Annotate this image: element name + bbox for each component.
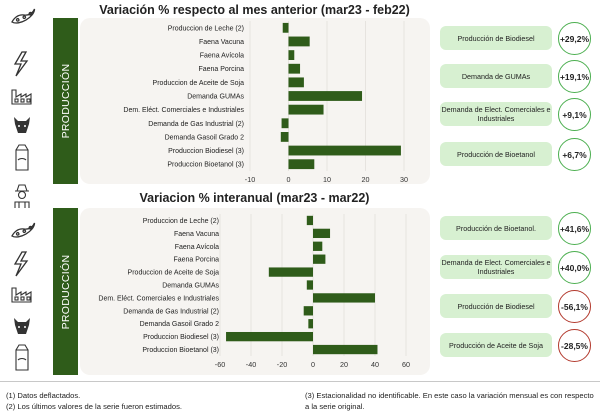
- chart-title: Variación % respecto al mes anterior (ma…: [99, 3, 410, 17]
- x-tick-label: -20: [277, 360, 287, 369]
- section-label: PRODUCCIÓN: [59, 254, 72, 329]
- category-label: Produccion de Aceite de Soja: [153, 80, 245, 87]
- section-label-bar: PRODUCCIÓN: [53, 18, 78, 184]
- bar: [288, 50, 295, 60]
- category-label: Faena Avícola: [175, 244, 219, 251]
- category-label: Produccion Bioetanol (3): [142, 347, 219, 354]
- bar: [288, 159, 315, 170]
- bar-chart-yearly: -60 -40 -20 0 20 40 60 Produccion de Leche (2) F…: [98, 214, 410, 369]
- category-label: Produccion de Aceite de Soja: [128, 270, 220, 277]
- highlight-card: Producción de Bioetanol.: [440, 216, 552, 240]
- x-tick-label: -60: [215, 360, 225, 369]
- category-label: Produccion Biodiesel (3): [143, 334, 219, 341]
- x-tick-label: -10: [245, 175, 255, 184]
- bar: [281, 118, 289, 129]
- category-label: Demanda de Gas Industrial (2): [123, 308, 219, 315]
- cow-icon: [14, 318, 30, 334]
- x-tick-label: -40: [246, 360, 256, 369]
- highlight-value-badge: -28,5%: [558, 329, 591, 362]
- category-label: Dem. Eléct. Comerciales e Industriales: [98, 295, 219, 302]
- x-tick-label: 60: [402, 360, 410, 369]
- chart-title: Variacion % interanual (mar23 - mar22): [139, 191, 370, 205]
- category-label: Demanda Gasoil Grado 2: [165, 134, 244, 141]
- category-label: Dem. Eléct. Comerciales e Industriales: [123, 107, 244, 114]
- farmer-icon: [14, 184, 30, 208]
- category-label: Produccion Biodiesel (3): [168, 148, 244, 155]
- bar: [280, 132, 289, 142]
- category-label: Faena Porcina: [198, 66, 244, 73]
- bar: [288, 63, 301, 74]
- bar: [288, 91, 363, 101]
- bar-chart-monthly: -10 0 10 20 30 Produccion de Leche (2) Faena V…: [123, 21, 408, 184]
- milk-carton-icon: [15, 144, 29, 171]
- bar: [313, 254, 326, 264]
- category-label: Faena Porcina: [173, 257, 219, 264]
- factory-icon: [11, 287, 32, 303]
- x-tick-label: 0: [287, 175, 291, 184]
- bar: [288, 77, 304, 88]
- highlight-card: Producción de Aceite de Soja: [440, 333, 552, 357]
- bar: [303, 306, 313, 316]
- footnote-1: (1) Datos deflactados.: [6, 391, 81, 400]
- category-label: Demanda GUMAs: [162, 283, 219, 290]
- category-label: Demanda Gasoil Grado 2: [140, 321, 219, 328]
- x-tick-label: 40: [371, 360, 379, 369]
- highlight-card: Demanda de Elect. Comerciales e Industri…: [440, 102, 552, 126]
- milk-carton-icon: [15, 344, 29, 371]
- highlight-card: Producción de Bioetanol: [440, 142, 552, 166]
- category-label: Faena Avícola: [200, 53, 244, 60]
- highlight-value-badge: -56,1%: [558, 290, 591, 323]
- lightning-icon: [13, 51, 29, 77]
- x-tick-label: 30: [400, 175, 408, 184]
- footnote-3: (3) Estacionalidad no identificable. En …: [305, 391, 594, 411]
- bar: [226, 331, 313, 342]
- bar: [306, 280, 313, 290]
- section-label-bar: PRODUCCIÓN: [53, 208, 78, 375]
- bar: [313, 228, 331, 239]
- category-label: Faena Vacuna: [174, 231, 219, 238]
- factory-icon: [11, 89, 32, 105]
- highlight-card: Producción de Biodiesel: [440, 294, 552, 318]
- bar: [288, 145, 401, 156]
- bar: [282, 22, 289, 33]
- bar: [313, 241, 323, 251]
- cow-icon: [14, 117, 30, 133]
- category-label: Demanda de Gas Industrial (2): [148, 121, 244, 128]
- bar: [288, 36, 310, 47]
- highlight-card: Demanda de Elect. Comerciales e Industri…: [440, 255, 552, 279]
- category-label: Produccion de Leche (2): [168, 25, 244, 32]
- footnote-2: (2) Los últimos valores de la serie fuer…: [6, 402, 183, 411]
- highlight-card: Producción de Biodiesel: [440, 26, 552, 50]
- bar: [268, 267, 313, 277]
- highlight-value-badge: +6,7%: [558, 138, 591, 171]
- category-label: Faena Vacuna: [199, 39, 244, 46]
- highlight-value-badge: +9,1%: [558, 98, 591, 131]
- x-tick-label: 20: [362, 175, 370, 184]
- highlight-card: Demanda de GUMAs: [440, 64, 552, 88]
- x-tick-label: 20: [340, 360, 348, 369]
- bar: [306, 215, 313, 226]
- section-label: PRODUCCIÓN: [59, 63, 72, 139]
- category-label: Produccion Bioetanol (3): [167, 162, 244, 169]
- lightning-icon: [13, 251, 29, 277]
- bar: [308, 319, 313, 329]
- left-icon-column: [0, 0, 46, 380]
- x-tick-label: 10: [323, 175, 331, 184]
- highlight-value-badge: +19,1%: [558, 60, 591, 93]
- soybean-icon: [11, 8, 36, 24]
- bar: [288, 104, 324, 115]
- footer-divider: [0, 381, 600, 382]
- bar: [313, 344, 378, 355]
- highlight-value-badge: +29,2%: [558, 22, 591, 55]
- chart-panel: [80, 18, 430, 184]
- bar: [313, 293, 375, 303]
- highlight-value-badge: +41,6%: [558, 212, 591, 245]
- x-tick-label: 0: [311, 360, 315, 369]
- soybean-icon: [11, 222, 36, 238]
- highlight-value-badge: +40,0%: [558, 251, 591, 284]
- category-label: Produccion de Leche (2): [143, 218, 219, 225]
- category-label: Demanda GUMAs: [187, 94, 244, 101]
